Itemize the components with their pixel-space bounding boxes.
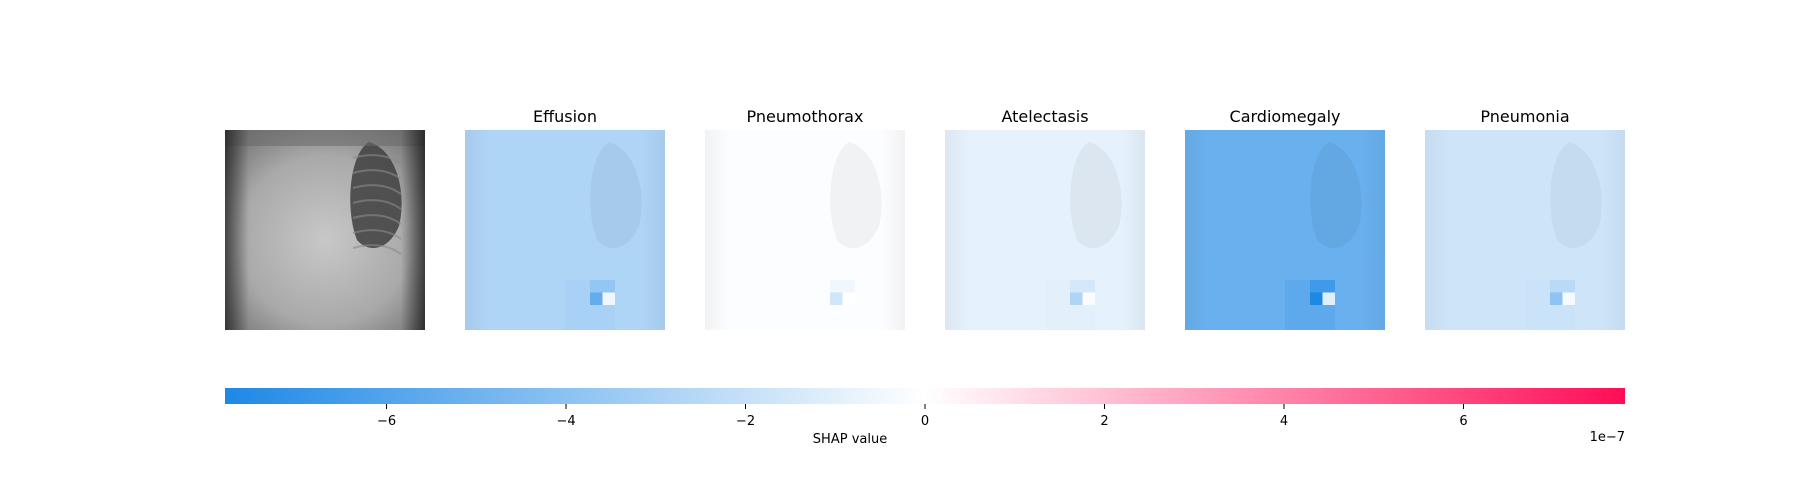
colorbar-tick-label: −2 [736,414,755,429]
colorbar-tick-label: −4 [556,414,575,429]
panel-pneumonia: Pneumonia [1425,107,1625,330]
shap-cell [1562,292,1575,305]
shap-cell [1310,292,1323,305]
shap-cell [1550,292,1563,305]
colorbar-tick-label: 2 [1100,414,1108,429]
xray-side-shade [225,130,425,330]
panel-title-effusion: Effusion [533,107,597,126]
shap-cell [1070,280,1095,293]
panel-title-pneumonia: Pneumonia [1480,107,1569,126]
shap-cell [590,280,615,293]
shap-cell [1070,292,1083,305]
colorbar: −6 −4 −2 0 2 4 6 SHAP value 1e−7 [225,388,1625,447]
panel-atelectasis: Atelectasis [945,107,1145,330]
panel-effusion: Effusion [465,107,665,330]
shap-cell [590,292,603,305]
colorbar-tick-label: −6 [377,414,396,429]
panel-cardiomegaly: Cardiomegaly [1185,107,1385,330]
colorbar-tick-label: 4 [1280,414,1288,429]
colorbar-tick-label: 6 [1459,414,1467,429]
panel-title-atelectasis: Atelectasis [1001,107,1088,126]
shap-cell [830,292,843,305]
shap-cell [1082,292,1095,305]
shap-cell [830,280,855,293]
colorbar-gradient [225,388,1625,404]
panel-input-xray [225,130,425,330]
shap-cell [1550,280,1575,293]
shap-cell [1310,280,1335,293]
colorbar-axis-label: SHAP value [813,432,887,447]
panel-pneumothorax: Pneumothorax [705,107,905,330]
shap-cell [602,292,615,305]
colorbar-scale-label: 1e−7 [1590,430,1625,445]
shap-cell [1322,292,1335,305]
colorbar-tick-label: 0 [921,414,929,429]
panel-title-pneumothorax: Pneumothorax [747,107,864,126]
panel-title-cardiomegaly: Cardiomegaly [1230,107,1341,126]
shap-cell [842,292,855,305]
